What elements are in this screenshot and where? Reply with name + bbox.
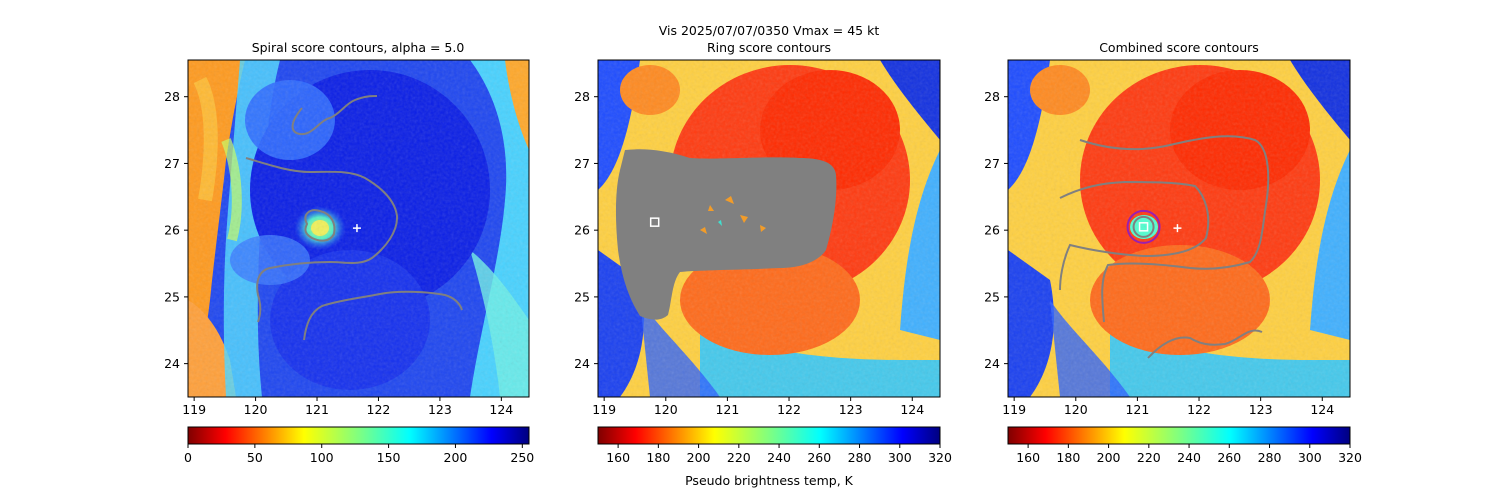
spiral-colorbar-tick-label: 200: [444, 450, 468, 465]
combined-colorbar-tick-label: 160: [1016, 450, 1040, 465]
spiral-contours: [245, 95, 463, 341]
ring-colorbar-tick-label: 160: [606, 450, 630, 465]
combined-center-circle-marker: [1126, 209, 1161, 244]
spiral-colorbar-tick-label: 250: [510, 450, 534, 465]
ring-xtick-label: 124: [900, 402, 924, 417]
spiral-colorbar-bar: [187, 426, 530, 445]
combined-xtick-label: 119: [1002, 402, 1026, 417]
ring-image: [598, 60, 940, 397]
combined-colorbar-tick-label: 280: [1258, 450, 1282, 465]
spiral-xtick-label: 123: [428, 402, 452, 417]
combined-xtick-label: 124: [1310, 402, 1334, 417]
combined-xtick-label: 122: [1187, 402, 1211, 417]
spiral-xtick-label: 124: [489, 402, 513, 417]
combined-center-plus-marker: [1173, 224, 1182, 233]
panel-ring-title: Ring score contours: [707, 40, 831, 55]
ring-ytick-label: 26: [574, 223, 590, 238]
spiral-colorbar-tick-label: 100: [310, 450, 334, 465]
combined-inner-contour-circle: [1132, 215, 1155, 238]
combined-ytick-label: 25: [984, 289, 1000, 304]
combined-xtick-label: 121: [1125, 402, 1149, 417]
ring-colorbar-tick-label: 300: [888, 450, 912, 465]
spiral-axes-frame: [187, 59, 530, 398]
combined-ytick-label: 26: [984, 223, 1000, 238]
ring-ytick-label: 25: [574, 289, 590, 304]
spiral-xtick-label: 120: [244, 402, 268, 417]
spiral-colorbar-tick-label: 150: [377, 450, 401, 465]
figure-suptitle: Vis 2025/07/07/0350 Vmax = 45 kt: [659, 23, 880, 38]
combined-colorbar: 160 180 200 220 240 260 280 300 320: [1007, 426, 1362, 465]
combined-colorbar-tick-label: 200: [1097, 450, 1121, 465]
ring-ytick-label: 27: [574, 156, 590, 171]
combined-colorbar-bar: [1007, 426, 1351, 445]
combined-colorbar-tick-label: 320: [1338, 450, 1362, 465]
ring-xtick-label: 120: [654, 402, 678, 417]
ring-axes-frame: [597, 59, 941, 398]
spiral-ytick-label: 24: [164, 356, 180, 371]
combined-colorbar-tick-label: 240: [1177, 450, 1201, 465]
ring-ytick-label: 28: [574, 89, 590, 104]
ring-ytick-label: 24: [574, 356, 590, 371]
combined-colorbar-tick-label: 180: [1056, 450, 1080, 465]
ring-colorbar-tick-label: 280: [848, 450, 872, 465]
spiral-xtick-label: 121: [305, 402, 329, 417]
ring-center-square-marker: [649, 217, 660, 227]
combined-xtick-label: 123: [1249, 402, 1273, 417]
spiral-ytick-label: 26: [164, 223, 180, 238]
ring-colorbar-bar: [597, 426, 941, 445]
combined-contours: [1059, 135, 1270, 359]
panel-ring: Ring score contours: [574, 40, 952, 488]
combined-colorbar-tick-label: 260: [1217, 450, 1241, 465]
ring-colorbar-tick-label: 240: [767, 450, 791, 465]
ring-colorbar-tick-label: 260: [807, 450, 831, 465]
spiral-colorbar-tick-label: 0: [184, 450, 192, 465]
spiral-ytick-label: 27: [164, 156, 180, 171]
combined-ytick-label: 28: [984, 89, 1000, 104]
ring-xtick-label: 122: [777, 402, 801, 417]
ring-colorbar: 160 180 200 220 240 260 280 300 320: [597, 426, 952, 465]
panel-combined-title: Combined score contours: [1099, 40, 1259, 55]
spiral-xtick-label: 122: [367, 402, 391, 417]
ring-colorbar-tick-label: 180: [646, 450, 670, 465]
ring-colorbar-tick-label: 220: [727, 450, 751, 465]
spiral-colorbar: 0 50 100 150 200 250: [184, 426, 534, 465]
combined-axes-frame: [1007, 59, 1351, 398]
ring-colorbar-tick-label: 200: [687, 450, 711, 465]
combined-center-square-marker: [1138, 222, 1149, 232]
panel-combined: Combined score contours 119 120 121 122 123 1…: [984, 40, 1362, 465]
spiral-colorbar-tick-label: 50: [247, 450, 263, 465]
spiral-xtick-label: 119: [182, 402, 206, 417]
combined-ytick-label: 24: [984, 356, 1000, 371]
combined-xtick-label: 120: [1064, 402, 1088, 417]
ring-contours: [615, 149, 837, 320]
combined-ytick-label: 27: [984, 156, 1000, 171]
combined-colorbar-tick-label: 300: [1298, 450, 1322, 465]
ring-xtick-label: 119: [592, 402, 616, 417]
spiral-ytick-label: 28: [164, 89, 180, 104]
panel-spiral: Spiral score contours, alpha = 5.0: [164, 40, 534, 465]
ring-colorbar-tick-label: 320: [928, 450, 952, 465]
ring-colorbar-label: Pseudo brightness temp, K: [685, 473, 854, 488]
spiral-center-plus-marker: [352, 224, 361, 233]
panel-spiral-title: Spiral score contours, alpha = 5.0: [252, 40, 465, 55]
combined-colorbar-tick-label: 220: [1137, 450, 1161, 465]
ring-xtick-label: 121: [715, 402, 739, 417]
spiral-ytick-label: 25: [164, 289, 180, 304]
ring-xtick-label: 123: [839, 402, 863, 417]
